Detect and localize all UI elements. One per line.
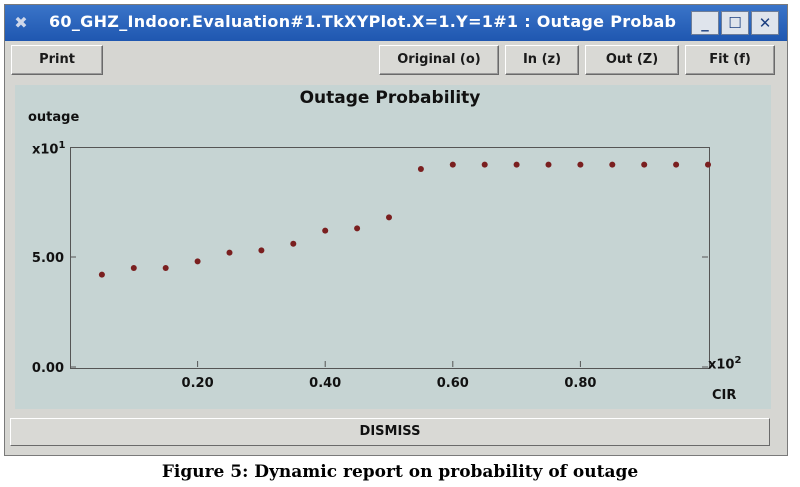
plot-title: Outage Probability — [299, 88, 481, 108]
x-tick-label: 0.20 — [182, 376, 214, 391]
data-point — [162, 265, 169, 271]
fit-button[interactable]: Fit (f) — [685, 45, 775, 75]
original-zoom-button[interactable]: Original (o) — [379, 45, 499, 75]
data-point — [386, 214, 392, 221]
data-point — [194, 258, 201, 265]
x-multiplier-exponent: 2 — [734, 355, 742, 366]
y-axis-label: outage — [28, 110, 80, 125]
data-point — [354, 225, 361, 232]
x-tick-label: 0.60 — [437, 376, 469, 391]
data-point — [641, 161, 648, 168]
x-tick-label: 0.40 — [309, 376, 341, 391]
zoom-out-button[interactable]: Out (Z) — [585, 45, 679, 75]
x-multiplier: x102 — [708, 355, 741, 372]
x-multiplier-base: x10 — [708, 357, 735, 373]
y-multiplier: x101 — [32, 140, 65, 157]
data-point — [226, 249, 233, 256]
window-title: 60_GHZ_Indoor.Evaluation#1.TkXYPlot.X=1.… — [49, 12, 677, 31]
data-point — [449, 161, 456, 168]
x-tick-label: 0.80 — [564, 376, 596, 391]
data-point — [545, 161, 552, 168]
plot-window: ✖ 60_GHZ_Indoor.Evaluation#1.TkXYPlot.X=… — [4, 4, 788, 456]
data-point — [98, 271, 105, 278]
y-multiplier-exponent: 1 — [58, 140, 66, 151]
data-point — [322, 227, 329, 234]
data-point — [609, 161, 616, 168]
data-point — [258, 247, 265, 254]
data-point — [417, 166, 424, 172]
y-tick-label: 5.00 — [32, 251, 64, 266]
dismiss-button[interactable]: DISMISS — [10, 418, 770, 446]
window-menu-icon[interactable]: ✖ — [14, 13, 28, 32]
title-bar[interactable]: ✖ 60_GHZ_Indoor.Evaluation#1.TkXYPlot.X=… — [5, 5, 787, 41]
data-point — [130, 265, 137, 271]
data-point — [673, 161, 680, 168]
maximize-button[interactable]: ☐ — [721, 11, 749, 35]
plot-area[interactable] — [15, 85, 771, 409]
plot-frame — [70, 147, 710, 369]
figure-caption: Figure 5: Dynamic report on probability … — [161, 462, 639, 482]
y-tick-label: 0.00 — [32, 361, 64, 376]
minimize-button[interactable]: _ — [691, 11, 719, 35]
data-point — [513, 161, 520, 168]
data-point — [290, 240, 297, 247]
close-button[interactable]: ✕ — [751, 11, 779, 35]
zoom-in-button[interactable]: In (z) — [505, 45, 579, 75]
data-point — [705, 161, 711, 168]
y-multiplier-base: x10 — [32, 142, 59, 158]
x-axis-label: CIR — [712, 388, 737, 403]
data-point — [577, 161, 584, 168]
print-button[interactable]: Print — [11, 45, 103, 75]
data-point — [481, 161, 488, 168]
